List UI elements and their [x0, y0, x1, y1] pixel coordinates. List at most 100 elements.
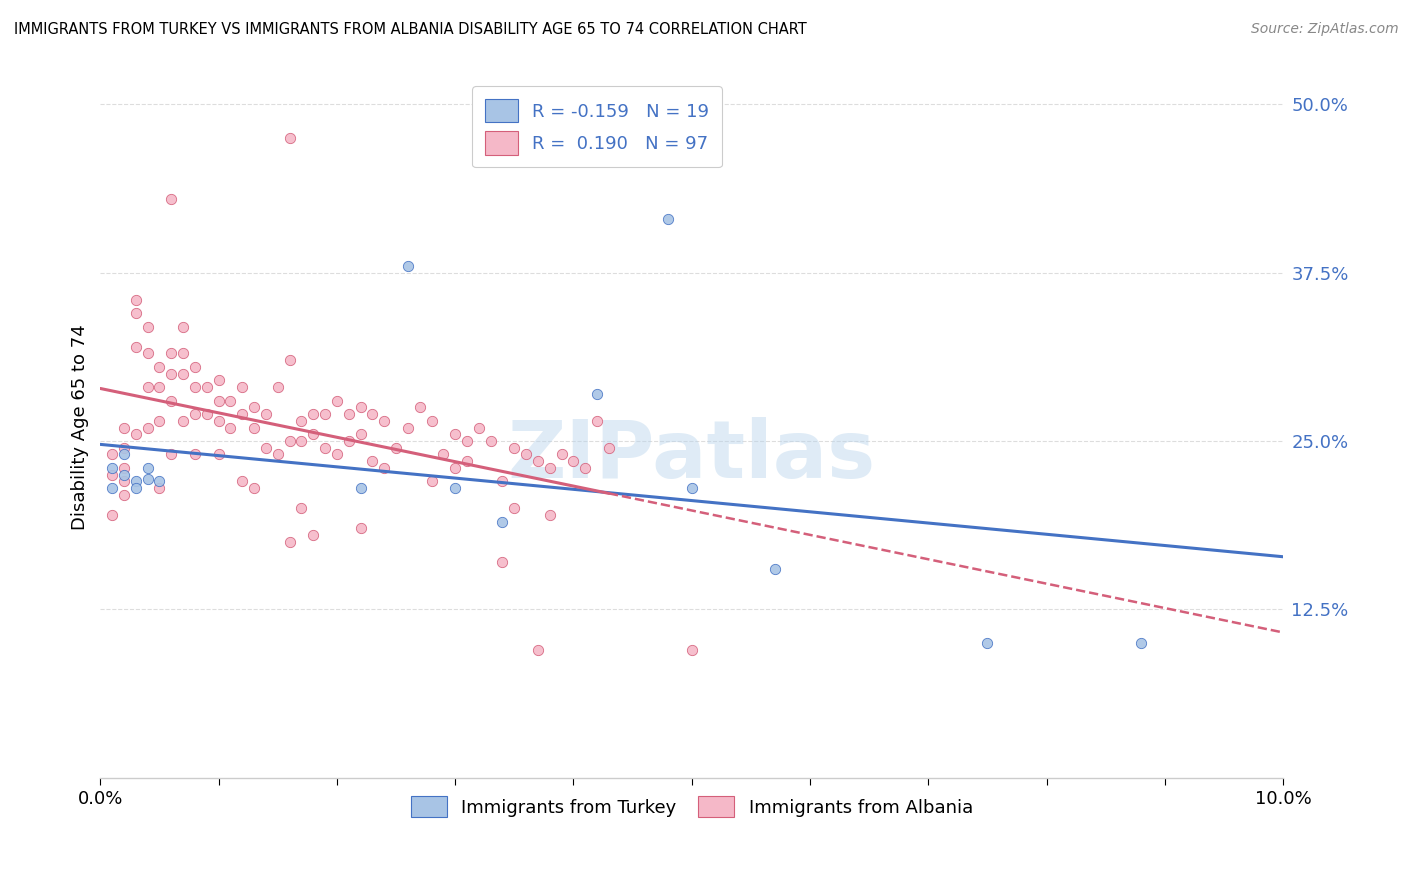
Point — [125, 427, 148, 442]
Point — [195, 380, 218, 394]
Point — [148, 481, 170, 495]
Point — [267, 380, 290, 394]
Point — [112, 420, 135, 434]
Point — [231, 380, 253, 394]
Point — [112, 447, 135, 461]
Point — [136, 319, 159, 334]
Point — [349, 401, 371, 415]
Point — [136, 461, 159, 475]
Point — [444, 427, 467, 442]
Point — [349, 481, 371, 495]
Point — [337, 407, 360, 421]
Point — [586, 414, 609, 428]
Point — [160, 393, 183, 408]
Legend: Immigrants from Turkey, Immigrants from Albania: Immigrants from Turkey, Immigrants from … — [404, 789, 980, 824]
Point — [491, 515, 513, 529]
Point — [136, 472, 159, 486]
Point — [231, 407, 253, 421]
Point — [219, 420, 242, 434]
Point — [101, 461, 124, 475]
Point — [574, 461, 596, 475]
Point — [101, 447, 124, 461]
Point — [148, 359, 170, 374]
Point — [491, 555, 513, 569]
Point — [657, 211, 679, 226]
Point — [444, 481, 467, 495]
Point — [207, 447, 229, 461]
Point — [314, 441, 336, 455]
Point — [527, 454, 550, 468]
Point — [491, 475, 513, 489]
Point — [160, 192, 183, 206]
Point — [527, 642, 550, 657]
Point — [349, 427, 371, 442]
Point — [160, 346, 183, 360]
Point — [550, 447, 572, 461]
Point — [136, 380, 159, 394]
Point — [231, 475, 253, 489]
Point — [184, 447, 207, 461]
Point — [184, 407, 207, 421]
Point — [337, 434, 360, 448]
Point — [409, 401, 432, 415]
Point — [290, 501, 312, 516]
Point — [456, 454, 478, 468]
Y-axis label: Disability Age 65 to 74: Disability Age 65 to 74 — [72, 325, 89, 531]
Point — [267, 447, 290, 461]
Point — [396, 259, 419, 273]
Point — [302, 528, 325, 542]
Point — [254, 441, 277, 455]
Point — [125, 340, 148, 354]
Point — [136, 420, 159, 434]
Point — [420, 475, 443, 489]
Point — [195, 407, 218, 421]
Point — [420, 414, 443, 428]
Point — [681, 481, 703, 495]
Point — [136, 346, 159, 360]
Point — [207, 414, 229, 428]
Point — [172, 367, 194, 381]
Point — [326, 447, 349, 461]
Point — [125, 475, 148, 489]
Point — [125, 306, 148, 320]
Point — [207, 393, 229, 408]
Point — [243, 420, 266, 434]
Point — [254, 407, 277, 421]
Point — [184, 359, 207, 374]
Point — [172, 414, 194, 428]
Point — [112, 475, 135, 489]
Point — [302, 407, 325, 421]
Point — [243, 401, 266, 415]
Point — [101, 508, 124, 522]
Point — [681, 642, 703, 657]
Point — [148, 475, 170, 489]
Point — [112, 467, 135, 482]
Text: IMMIGRANTS FROM TURKEY VS IMMIGRANTS FROM ALBANIA DISABILITY AGE 65 TO 74 CORREL: IMMIGRANTS FROM TURKEY VS IMMIGRANTS FRO… — [14, 22, 807, 37]
Point — [385, 441, 408, 455]
Point — [243, 481, 266, 495]
Point — [302, 427, 325, 442]
Point — [101, 481, 124, 495]
Point — [278, 535, 301, 549]
Point — [290, 434, 312, 448]
Point — [515, 447, 537, 461]
Point — [468, 420, 491, 434]
Point — [444, 461, 467, 475]
Point — [373, 461, 395, 475]
Point — [763, 562, 786, 576]
Point — [314, 407, 336, 421]
Point — [361, 454, 384, 468]
Point — [538, 508, 561, 522]
Point — [112, 441, 135, 455]
Point — [148, 414, 170, 428]
Point — [326, 393, 349, 408]
Point — [172, 319, 194, 334]
Point — [148, 380, 170, 394]
Point — [278, 131, 301, 145]
Point — [112, 488, 135, 502]
Point — [101, 467, 124, 482]
Point — [456, 434, 478, 448]
Point — [373, 414, 395, 428]
Point — [503, 501, 526, 516]
Point — [125, 293, 148, 307]
